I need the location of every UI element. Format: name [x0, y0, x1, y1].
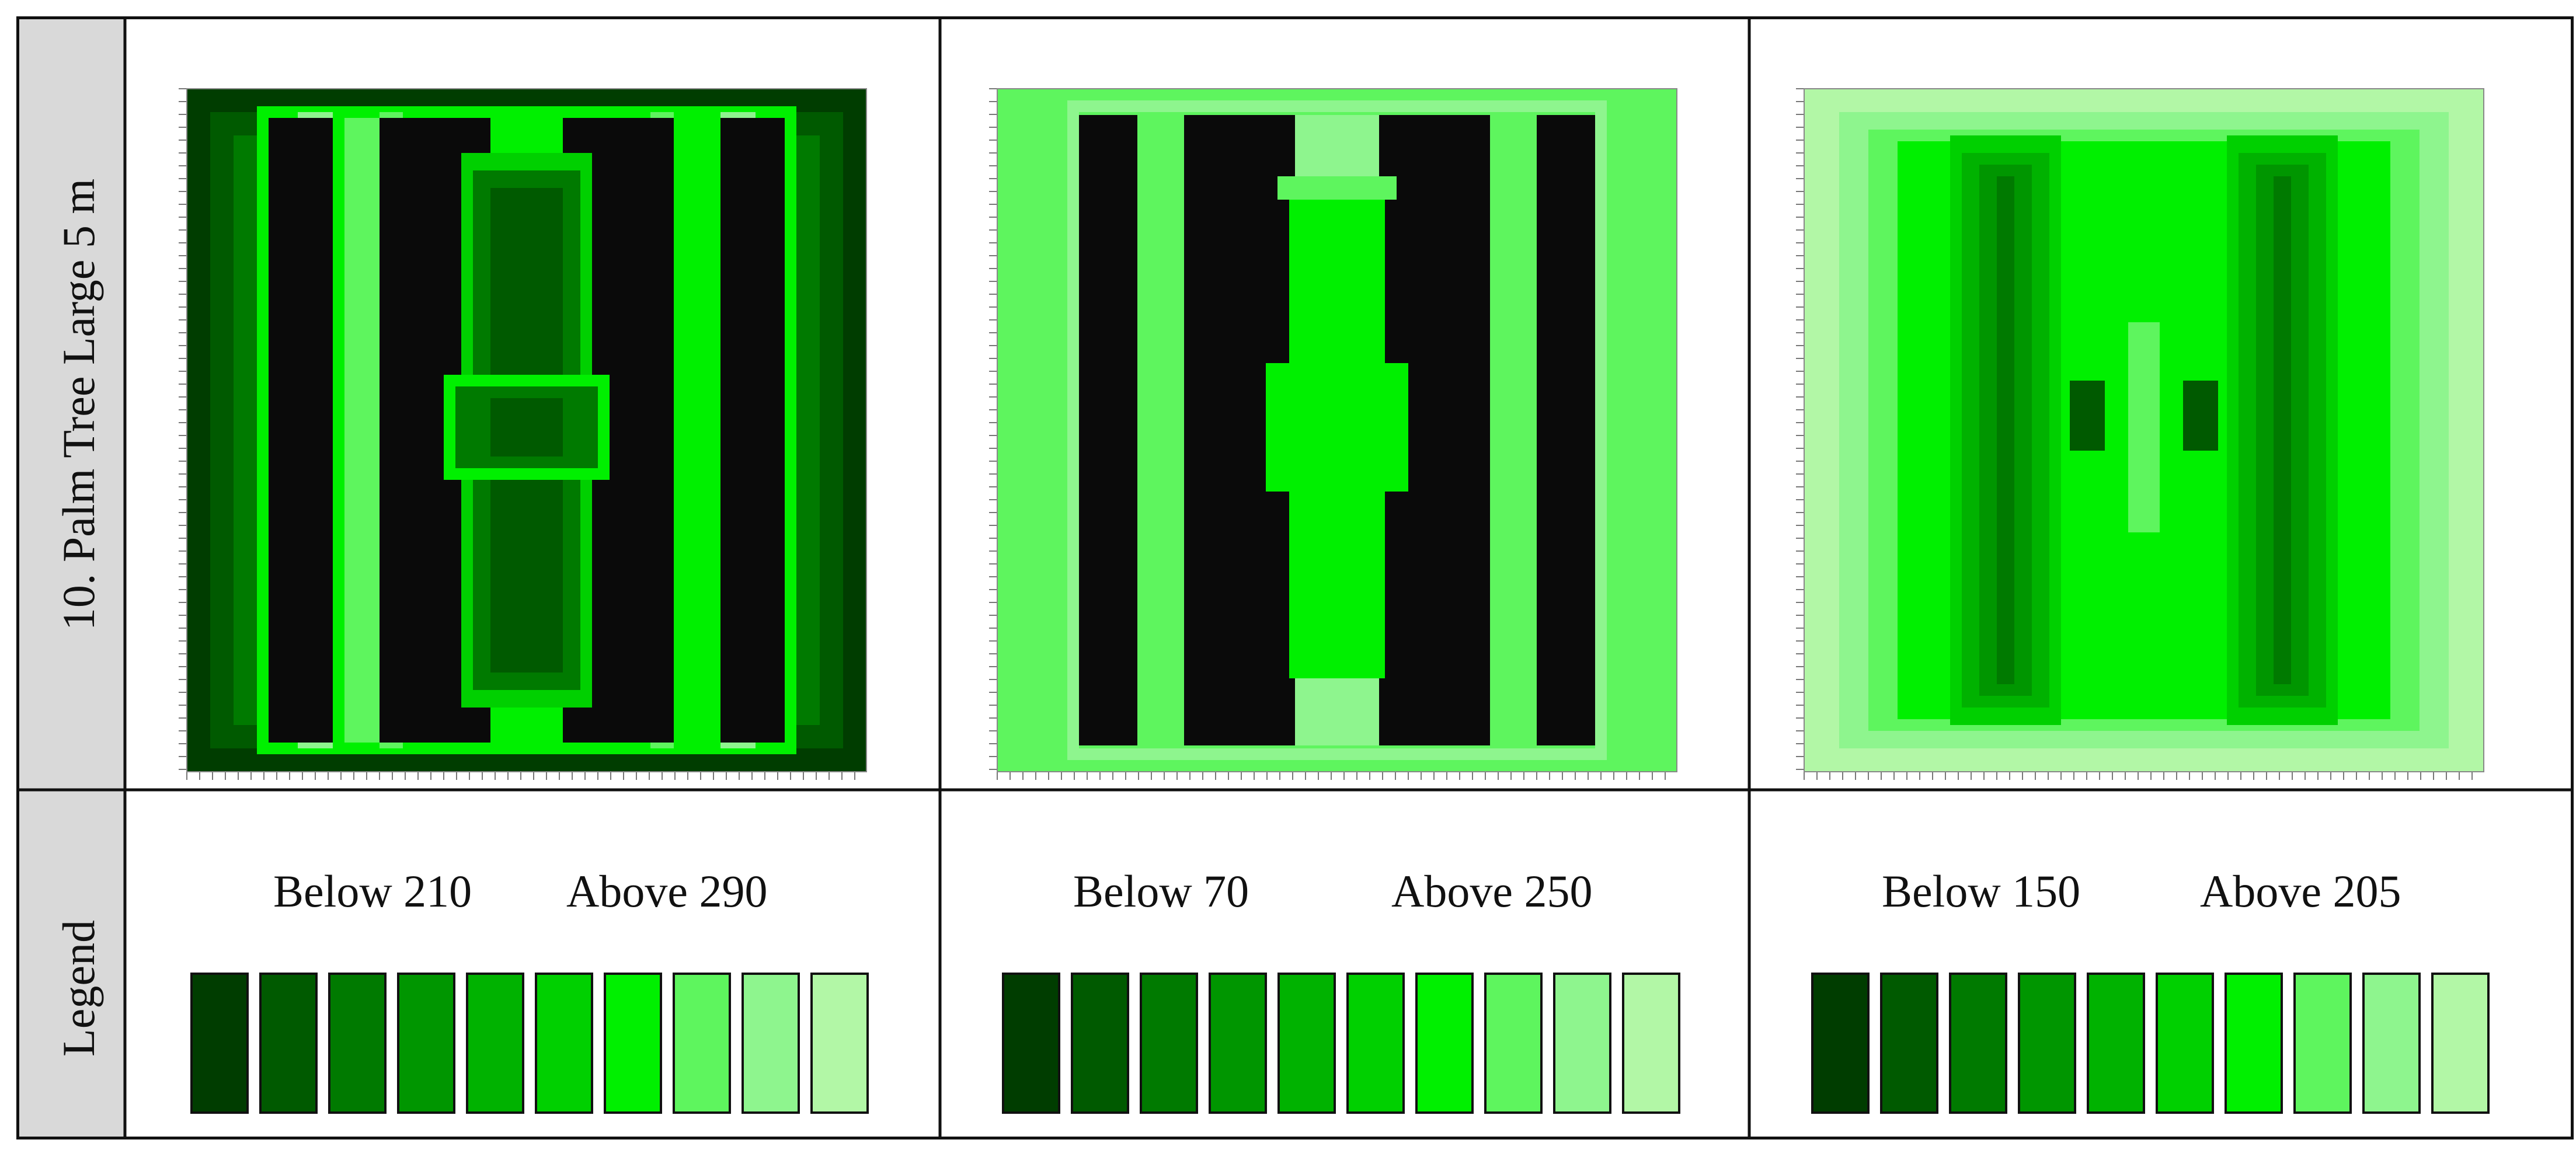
legend-swatches-middle [1002, 973, 1680, 1114]
legend-swatch-2 [1880, 973, 1938, 1114]
map-building [1079, 115, 1137, 745]
legend-swatch-5 [1277, 973, 1336, 1114]
legend-swatch-9 [1553, 973, 1611, 1114]
figure-table: 10. Palm Tree Large 5 m Legend Below 210… [16, 16, 2574, 1139]
legend-swatch-6 [1346, 973, 1405, 1114]
map-building [269, 118, 333, 743]
heatmap-right [1796, 88, 2484, 780]
legend-swatch-2 [1071, 973, 1129, 1114]
map-cell [1266, 363, 1408, 492]
legend-swatch-3 [1949, 973, 2007, 1114]
legend-swatch-1 [190, 973, 249, 1114]
legend-right-high-label: Above 205 [2200, 866, 2401, 916]
heatmap-middle [989, 88, 1677, 780]
legend-swatch-4 [397, 973, 455, 1114]
legend-swatch-9 [2362, 973, 2421, 1114]
legend-swatch-10 [810, 973, 869, 1114]
table-borders [16, 16, 2574, 1139]
legend-swatch-1 [1002, 973, 1060, 1114]
legend-swatch-7 [604, 973, 662, 1114]
map-border [1804, 88, 2484, 772]
legend-right-low-label: Below 150 [1882, 866, 2080, 916]
legend-left-high-label: Above 290 [566, 866, 767, 916]
map-cell [490, 398, 563, 456]
legend-swatch-10 [1622, 973, 1680, 1114]
legend-middle-high-label: Above 250 [1391, 866, 1592, 916]
map-cell [344, 118, 380, 743]
legend-middle-low-label: Below 70 [1073, 866, 1249, 916]
heatmap-left [179, 88, 867, 780]
legend-swatch-8 [1484, 973, 1543, 1114]
map-axis-ticks [989, 88, 1666, 780]
legend-swatch-3 [328, 973, 387, 1114]
map-building [720, 118, 785, 743]
row-header-maps: 10. Palm Tree Large 5 m [53, 179, 104, 630]
map-cell [2070, 381, 2105, 451]
legend-swatch-7 [1415, 973, 1474, 1114]
legend-swatch-4 [1209, 973, 1267, 1114]
map-border [186, 88, 867, 772]
map-cell [2128, 322, 2160, 532]
map-axis-ticks [179, 88, 855, 780]
legend-swatch-4 [2018, 973, 2076, 1114]
legend-swatch-2 [259, 973, 318, 1114]
map-building [1537, 115, 1595, 745]
legend-swatch-7 [2225, 973, 2283, 1114]
legend-swatch-6 [535, 973, 593, 1114]
legend-swatch-3 [1140, 973, 1198, 1114]
map-cell [2183, 381, 2218, 451]
map-cell [1277, 176, 1397, 200]
map-border [997, 88, 1677, 772]
legend-swatch-8 [2293, 973, 2352, 1114]
legend-swatch-1 [1811, 973, 1870, 1114]
row-header-column [16, 16, 125, 1139]
legend-swatch-9 [742, 973, 800, 1114]
legend-swatch-5 [466, 973, 524, 1114]
legend-swatches-right [1811, 973, 2490, 1114]
map-cell [2274, 176, 2291, 684]
legend-swatch-5 [2087, 973, 2145, 1114]
legend-swatch-6 [2156, 973, 2214, 1114]
map-cell [1997, 176, 2014, 684]
legend-swatches-left [190, 973, 869, 1114]
legend-swatch-10 [2431, 973, 2490, 1114]
legend-swatch-8 [673, 973, 731, 1114]
legend-left-low-label: Below 210 [273, 866, 472, 916]
map-axis-ticks [1796, 88, 2473, 780]
row-header-legend: Legend [53, 920, 104, 1057]
figure-svg: 10. Palm Tree Large 5 m Legend Below 210… [16, 16, 2574, 1139]
